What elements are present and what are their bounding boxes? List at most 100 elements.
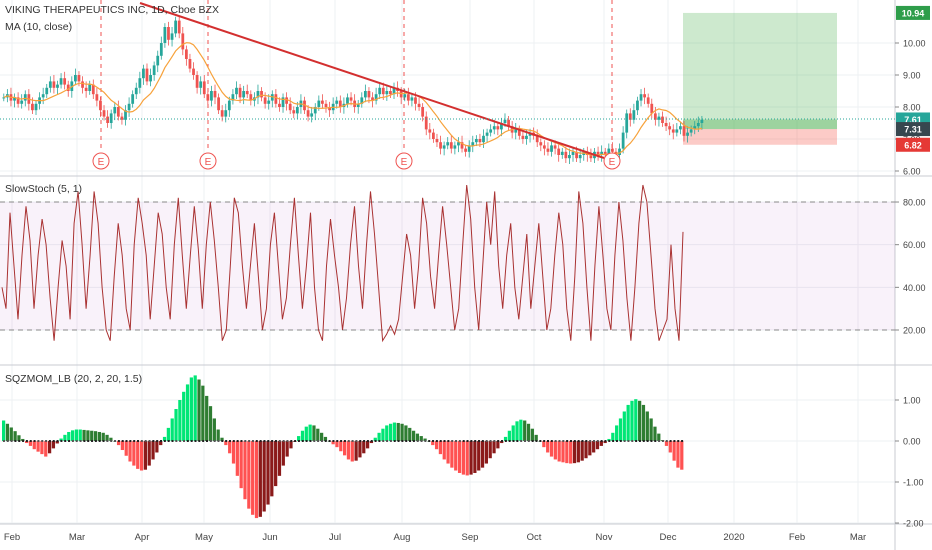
squeeze-dot: [501, 440, 504, 442]
momentum-bar: [565, 441, 569, 464]
momentum-bar: [70, 430, 75, 441]
squeeze-dot: [194, 440, 197, 442]
stoch-panel: [0, 184, 895, 343]
candle-body: [295, 107, 299, 114]
price-axis-label: 8.00: [903, 103, 921, 113]
candle-body: [367, 91, 371, 98]
take-profit-zone: [683, 12, 837, 120]
time-axis-label: Oct: [527, 532, 542, 543]
momentum-bar: [657, 433, 661, 441]
squeeze-dot: [409, 440, 412, 442]
momentum-bar: [645, 411, 649, 441]
candle-body: [63, 78, 67, 85]
squeeze-dot: [481, 440, 484, 442]
price-axis-label: 6.00: [903, 167, 921, 177]
squeeze-dot: [466, 440, 469, 442]
squeeze-dot: [478, 440, 481, 442]
stoch-legend: SlowStoch (5, 1): [5, 183, 82, 195]
candle-body: [618, 148, 621, 155]
momentum-bar: [461, 441, 466, 475]
momentum-bar: [503, 436, 508, 441]
squeeze-dot: [83, 440, 86, 442]
time-axis-label: Nov: [596, 532, 613, 543]
squeeze-dot: [133, 440, 136, 442]
squeeze-dot: [343, 440, 346, 442]
candle-body: [210, 91, 213, 101]
momentum-bar: [254, 441, 259, 519]
squeeze-dot: [485, 440, 488, 442]
squeeze-dot: [22, 440, 25, 442]
squeeze-dot: [577, 440, 580, 442]
momentum-bar: [93, 431, 98, 441]
candle-body: [535, 135, 539, 143]
candle-body: [338, 100, 342, 107]
price-tags: 10.94 7.617.31 6.82: [896, 5, 930, 152]
momentum-bar: [312, 425, 316, 441]
momentum-bar: [530, 428, 534, 441]
squeeze-dot: [294, 440, 297, 442]
squeeze-dot: [627, 440, 630, 442]
squeeze-dot: [646, 440, 649, 442]
time-axis-label: Mar: [69, 532, 85, 543]
candle-body: [192, 68, 195, 75]
candle-body: [288, 103, 292, 111]
momentum-bar: [373, 437, 377, 441]
momentum-bar: [385, 425, 389, 441]
squeeze-dot: [225, 440, 228, 442]
trendline[interactable]: [139, 2, 605, 159]
candle-body: [621, 132, 625, 149]
candle-body: [177, 20, 181, 34]
trade-zones: [683, 12, 837, 145]
entry-zone: [683, 119, 837, 130]
momentum-bar: [595, 441, 600, 450]
momentum-bar: [17, 435, 21, 441]
squeeze-dot: [673, 440, 676, 442]
squeeze-dot: [217, 440, 220, 442]
squeeze-dot: [470, 440, 473, 442]
time-axis-label: May: [195, 532, 213, 543]
candle-body: [81, 81, 84, 88]
time-axis-label: Jun: [262, 532, 277, 543]
candle-body: [174, 20, 178, 34]
squeeze-dot: [554, 440, 557, 442]
candle-body: [643, 94, 646, 98]
momentum-bar: [369, 441, 374, 444]
candle-body: [406, 94, 410, 101]
candle-body: [553, 145, 557, 149]
candle-body: [636, 100, 639, 111]
squeeze-dot: [612, 440, 615, 442]
candle-body: [346, 97, 349, 104]
squeeze-dot: [125, 440, 128, 442]
candle-body: [249, 94, 253, 101]
squeeze-dot: [259, 440, 262, 442]
momentum-bar: [434, 441, 439, 450]
squeeze-dot: [508, 440, 511, 442]
squeeze-dot: [566, 440, 569, 442]
squeeze-dot: [631, 440, 634, 442]
candle-body: [206, 94, 210, 101]
squeeze-dot: [397, 440, 400, 442]
candle-body: [195, 75, 199, 88]
momentum-bar: [235, 441, 239, 476]
squeeze-dot: [458, 440, 461, 442]
squeeze-dot: [393, 440, 396, 442]
momentum-bar: [346, 441, 351, 460]
candle-body: [324, 103, 328, 107]
momentum-bar: [285, 441, 289, 457]
momentum-bar: [611, 432, 615, 441]
candle-body: [471, 142, 475, 146]
candle-body: [596, 151, 600, 155]
squeeze-dot: [569, 440, 572, 442]
momentum-bar: [90, 430, 94, 441]
momentum-bar: [136, 441, 140, 469]
candle-body: [500, 123, 503, 130]
candle-body: [220, 110, 224, 117]
earnings-label: E: [205, 157, 212, 168]
candle-body: [313, 107, 317, 114]
momentum-bar: [101, 432, 105, 441]
price-tag-stop: 6.82: [904, 140, 922, 150]
momentum-bar: [5, 423, 10, 441]
squeeze-dot: [186, 440, 189, 442]
candle-body: [653, 113, 657, 120]
